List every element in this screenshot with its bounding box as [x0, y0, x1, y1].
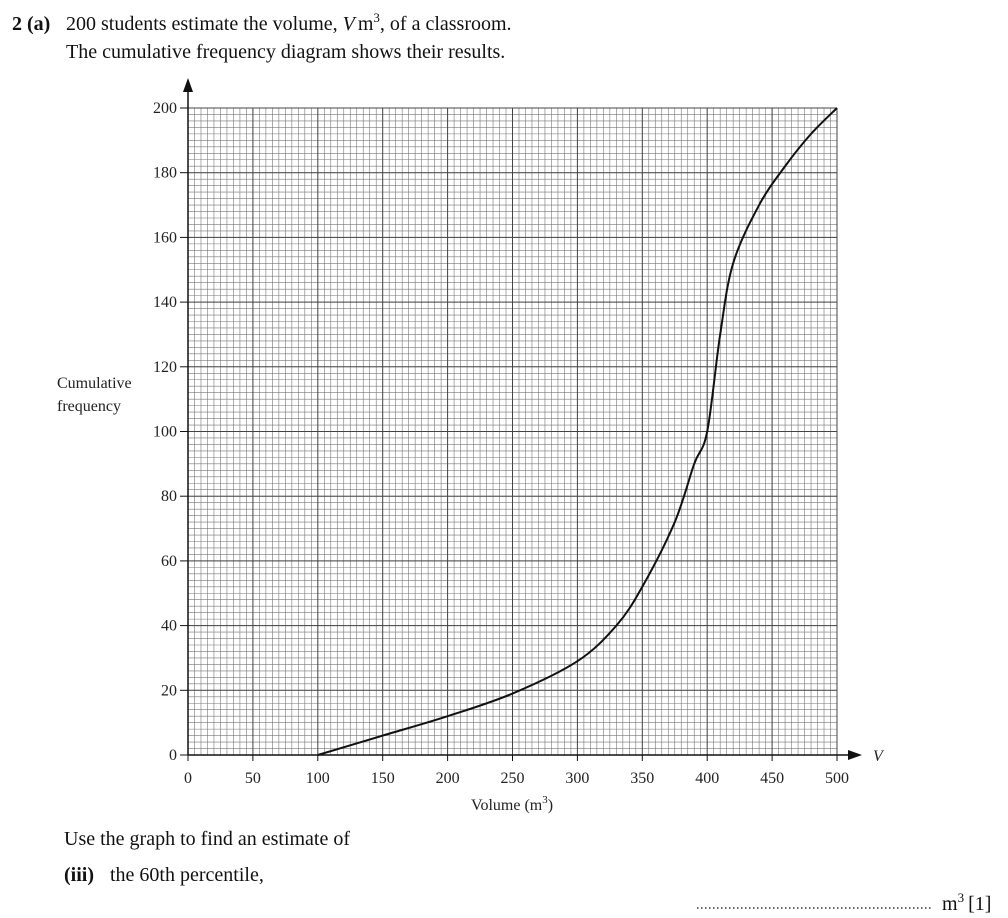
y-tick-label: 180 — [153, 165, 177, 182]
x-tick-label: 0 — [184, 770, 192, 787]
text: V — [343, 13, 358, 35]
sup: 3 — [542, 794, 548, 806]
y-axis-arrow — [183, 78, 193, 92]
y-tick-label: 160 — [153, 229, 177, 246]
part: (a) — [27, 13, 50, 35]
prompt: Use the graph to find an estimate of — [64, 828, 350, 850]
x-label: Volume (m3) — [471, 794, 553, 814]
text: m — [942, 893, 958, 915]
number: 2 — [12, 13, 22, 35]
text: 200 students estimate the volume, — [66, 13, 343, 35]
y-label: Cumulative — [57, 375, 132, 392]
x-tick-label: 400 — [695, 770, 719, 787]
text: m — [358, 13, 374, 35]
marks: [1] — [968, 893, 991, 915]
y-tick-label: 20 — [161, 682, 177, 699]
x-tick-label: 350 — [630, 770, 654, 787]
text: ) — [548, 797, 553, 814]
y-tick-label: 140 — [153, 294, 177, 311]
x-tick-label: 50 — [245, 770, 261, 787]
x-tick-label: 450 — [760, 770, 784, 787]
answer-unit: m3 [1] — [942, 890, 991, 915]
x-tick-label: 250 — [501, 770, 525, 787]
y-tick-label: 0 — [169, 747, 177, 764]
question-line: The cumulative frequency diagram shows t… — [66, 41, 505, 63]
y-tick-label: 80 — [161, 488, 177, 505]
axis-symbol: V — [873, 748, 885, 765]
curve — [317, 107, 838, 756]
x-tick-label: 500 — [825, 770, 849, 787]
sup: 3 — [958, 890, 965, 905]
text: Volume (m — [471, 797, 543, 814]
y-label: frequency — [57, 398, 121, 415]
x-tick-label: 100 — [306, 770, 330, 787]
sup: 3 — [373, 10, 380, 25]
question-number: 2 (a) — [12, 13, 50, 35]
text: , of a classroom. — [380, 13, 512, 35]
y-tick-label: 200 — [153, 100, 177, 117]
x-tick-label: 200 — [436, 770, 460, 787]
x-tick-label: 300 — [565, 770, 589, 787]
subpart-text: the 60th percentile, — [110, 864, 264, 886]
y-tick-label: 60 — [161, 553, 177, 570]
x-tick-label: 150 — [371, 770, 395, 787]
y-tick-label: 100 — [153, 424, 177, 441]
y-tick-label: 40 — [161, 618, 177, 635]
x-axis-arrow — [848, 750, 862, 760]
subpart: (iii) — [64, 864, 94, 886]
y-tick-label: 120 — [153, 359, 177, 376]
